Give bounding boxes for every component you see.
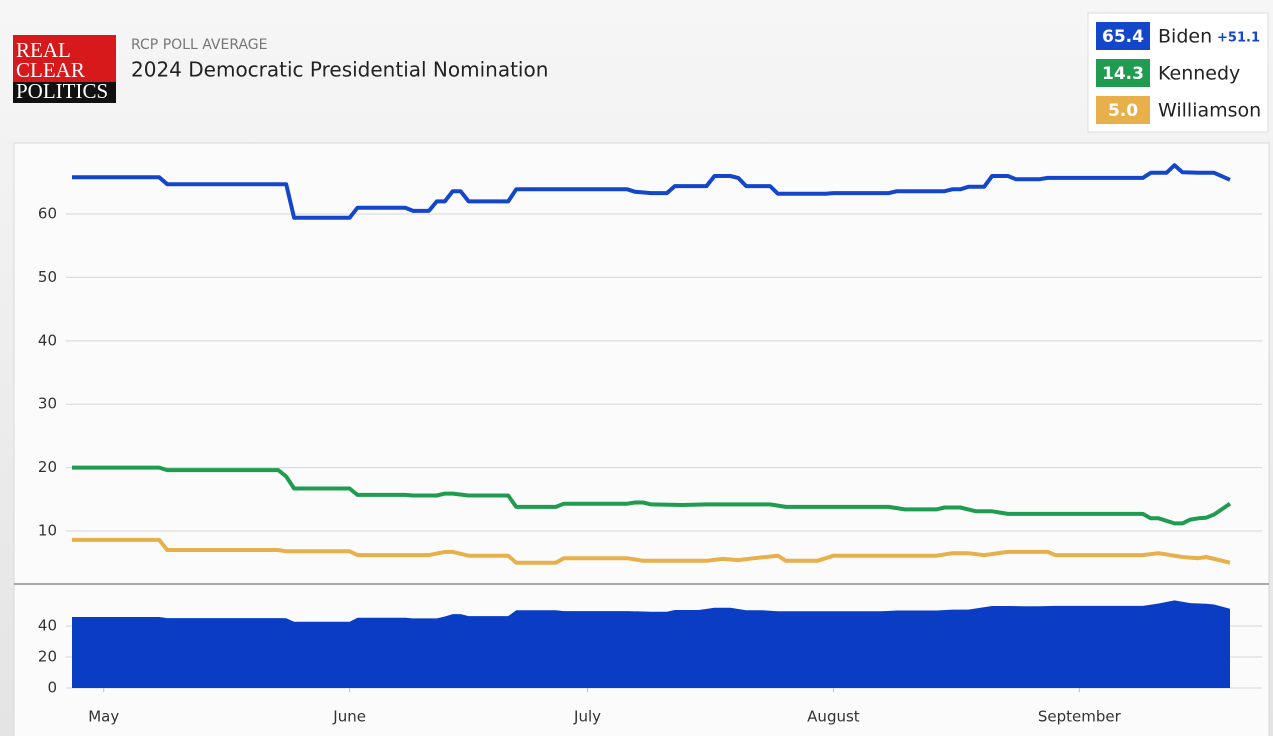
legend-value: 5.0 [1108,101,1138,121]
y-tick-label: 10 [38,521,57,539]
legend-name: Kennedy [1158,63,1240,85]
spread-area [72,600,1230,688]
series-line [72,163,1231,220]
x-tick-label: August [807,708,860,726]
y-tick-label: 40 [38,331,57,349]
legend-value: 65.4 [1102,27,1144,47]
y-tick-label: 60 [38,205,57,223]
y-tick-label: 0 [47,679,57,697]
x-tick-label: May [88,708,119,726]
y-tick-label: 50 [38,268,57,286]
y-tick-label: 30 [38,395,57,413]
logo-black [13,82,116,103]
x-tick-label: September [1038,708,1122,726]
legend-value: 14.3 [1102,64,1144,84]
x-tick-label: July [573,708,601,726]
legend-name: Biden [1158,26,1212,48]
logo-word: CLEAR [16,58,85,82]
y-tick-label: 20 [38,648,57,666]
y-tick-label: 20 [38,458,57,476]
logo-word: REAL [16,38,71,62]
legend-swatch [1096,96,1150,124]
series-line [72,465,1232,526]
spread-label: +51.1 [1217,31,1260,46]
legend-name: Williamson [1158,100,1261,122]
legend-swatch [1096,59,1150,87]
subtitle: RCP POLL AVERAGE [131,37,268,53]
logo-word: POLITICS [16,79,108,103]
y-tick-label: 40 [38,617,57,635]
logo: REAL CLEAR POLITICS [13,35,116,103]
legend-swatch [1096,22,1150,50]
chart-title: 2024 Democratic Presidential Nomination [131,58,548,82]
x-tick-label: June [332,708,366,726]
series-line [72,537,1231,565]
